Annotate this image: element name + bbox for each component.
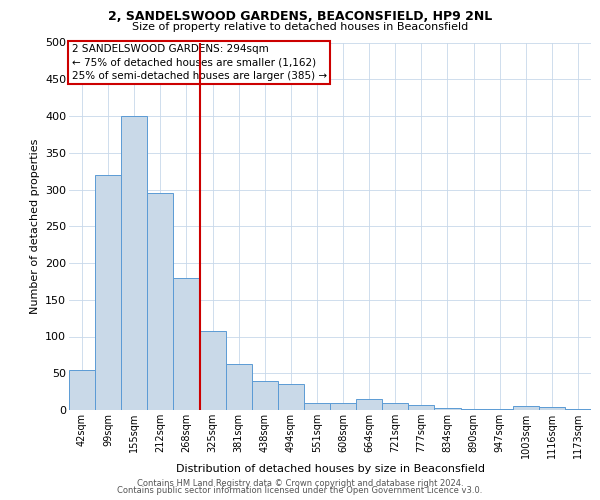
Bar — [173, 278, 199, 410]
X-axis label: Distribution of detached houses by size in Beaconsfield: Distribution of detached houses by size … — [176, 464, 485, 473]
Bar — [565, 408, 591, 410]
Y-axis label: Number of detached properties: Number of detached properties — [29, 138, 40, 314]
Bar — [121, 116, 148, 410]
Bar — [356, 399, 382, 410]
Bar — [226, 364, 252, 410]
Bar — [69, 370, 95, 410]
Bar — [199, 332, 226, 410]
Bar — [539, 407, 565, 410]
Bar — [382, 404, 409, 410]
Bar — [252, 380, 278, 410]
Text: 2, SANDELSWOOD GARDENS, BEACONSFIELD, HP9 2NL: 2, SANDELSWOOD GARDENS, BEACONSFIELD, HP… — [108, 10, 492, 23]
Bar — [95, 175, 121, 410]
Bar — [409, 405, 434, 410]
Bar — [434, 408, 461, 410]
Text: Size of property relative to detached houses in Beaconsfield: Size of property relative to detached ho… — [132, 22, 468, 32]
Bar — [148, 193, 173, 410]
Bar — [513, 406, 539, 410]
Bar — [304, 402, 330, 410]
Text: Contains HM Land Registry data © Crown copyright and database right 2024.: Contains HM Land Registry data © Crown c… — [137, 478, 463, 488]
Text: Contains public sector information licensed under the Open Government Licence v3: Contains public sector information licen… — [118, 486, 482, 495]
Text: 2 SANDELSWOOD GARDENS: 294sqm
← 75% of detached houses are smaller (1,162)
25% o: 2 SANDELSWOOD GARDENS: 294sqm ← 75% of d… — [71, 44, 327, 80]
Bar — [278, 384, 304, 410]
Bar — [330, 402, 356, 410]
